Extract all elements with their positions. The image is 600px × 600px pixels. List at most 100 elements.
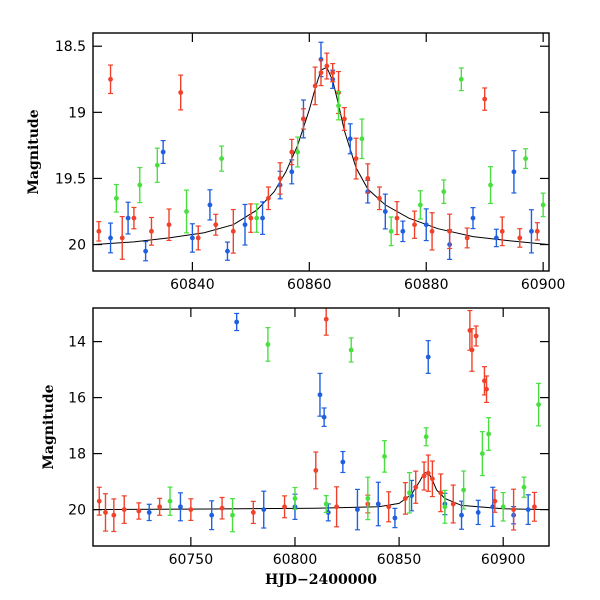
bottom-green-point (536, 402, 541, 407)
bottom-green-point (500, 504, 506, 510)
top-red-point (464, 235, 470, 241)
bottom-red-point (469, 347, 475, 353)
bottom-blue-point (490, 504, 496, 510)
top-x-tick-label: 60860 (287, 277, 332, 293)
top-plot-frame (92, 32, 550, 272)
top-red-point (394, 215, 400, 221)
top-red-point (166, 222, 172, 228)
bottom-red-point (334, 504, 340, 510)
top-blue-point (470, 215, 476, 221)
top-green-point (359, 136, 365, 142)
top-blue-point (382, 209, 388, 214)
top-light-curve-panel: 60840 60860 60880 60900 18.5 19 19.5 20 Magnitu… (26, 32, 566, 293)
bottom-blue-point (355, 507, 360, 512)
bottom-light-curve-panel: 60750 60800 60850 60900 14 16 18 20 Magnitude H… (41, 307, 550, 588)
top-red-point (534, 228, 540, 234)
top-red-point (312, 83, 318, 89)
bottom-blue-point (321, 414, 327, 420)
top-blue-point (400, 228, 406, 234)
top-red-point (324, 63, 330, 69)
top-green-point (441, 189, 447, 195)
top-red-point (318, 70, 324, 76)
top-green-point (336, 103, 341, 109)
top-blue-point (511, 169, 517, 175)
bottom-red-point (429, 476, 435, 482)
top-red-point (265, 195, 271, 201)
top-blue-point (493, 235, 499, 241)
bottom-blue-point (475, 510, 481, 515)
bottom-model-curve (93, 471, 549, 511)
top-red-point (330, 70, 336, 76)
bottom-plot-frame (92, 307, 550, 547)
bottom-red-point (484, 386, 489, 392)
bottom-green-point (382, 454, 387, 459)
bottom-red-point (421, 473, 427, 479)
bottom-blue-point (146, 510, 152, 515)
top-red-point (341, 116, 347, 122)
bottom-green-point (521, 484, 527, 490)
top-blue-point (529, 228, 534, 234)
top-axis-ticks (93, 33, 549, 271)
top-red-point (131, 215, 137, 221)
bottom-x-tick-label: 60800 (273, 552, 318, 568)
top-blue-point (160, 149, 166, 155)
top-blue-point (260, 215, 265, 221)
top-blue-point (225, 248, 230, 254)
top-red-point (248, 215, 254, 221)
top-tick-labels: 60840 60860 60880 60900 18.5 19 19.5 20 (55, 39, 566, 293)
bottom-x-tick-label: 60750 (169, 552, 214, 568)
bottom-blue-point (234, 319, 240, 325)
bottom-green-point (348, 347, 354, 353)
top-red-point (230, 228, 236, 234)
bottom-green-point (407, 490, 412, 496)
bottom-y-tick-label: 14 (68, 335, 86, 351)
top-blue-point (423, 222, 429, 228)
top-red-point (149, 228, 154, 234)
bottom-red-point (323, 316, 329, 322)
bottom-blue-point (392, 515, 398, 521)
bottom-plot-marks (93, 308, 549, 533)
top-red-point (412, 222, 417, 228)
top-blue-point (143, 248, 149, 254)
bottom-x-tick-label: 60900 (481, 552, 526, 568)
bottom-green-point (230, 512, 235, 518)
top-model-curve (93, 66, 549, 246)
top-red-point (213, 222, 219, 228)
bottom-x-axis-label: HJD−2400000 (265, 572, 377, 588)
top-y-tick-label: 20 (68, 238, 86, 254)
top-x-tick-label: 60900 (521, 277, 566, 293)
top-blue-point (125, 215, 131, 221)
top-x-tick-label: 60840 (170, 277, 215, 293)
top-green-point (295, 149, 301, 155)
bottom-red-point (482, 378, 487, 384)
bottom-red-point (473, 333, 479, 339)
top-plot-marks (93, 41, 549, 262)
bottom-red-point (492, 498, 498, 504)
top-blue-point (207, 202, 213, 208)
top-red-point (119, 235, 125, 241)
top-red-point (195, 235, 201, 241)
bottom-red-point (386, 504, 392, 510)
top-green-point (219, 156, 225, 162)
top-y-axis-label: Magnitude (26, 109, 42, 194)
top-red-point (96, 228, 102, 234)
bottom-green-point (323, 501, 329, 507)
bottom-green-point (423, 434, 429, 440)
bottom-blue-point (261, 507, 267, 512)
bottom-tick-labels: 60750 60800 60850 60900 14 16 18 20 (68, 335, 525, 568)
top-blue-point (347, 136, 353, 142)
bottom-y-tick-label: 18 (68, 447, 86, 463)
bottom-blue-point (340, 459, 346, 465)
top-green-point (113, 195, 119, 201)
bottom-red-point (96, 498, 102, 504)
top-blue-point (242, 222, 248, 228)
bottom-red-point (402, 496, 408, 501)
top-green-point (154, 162, 160, 168)
top-green-point (254, 215, 260, 221)
bottom-red-point (511, 507, 517, 512)
top-green-point (488, 182, 493, 188)
bottom-red-point (136, 508, 142, 514)
top-red-point (377, 195, 382, 201)
bottom-green-point (461, 487, 467, 493)
